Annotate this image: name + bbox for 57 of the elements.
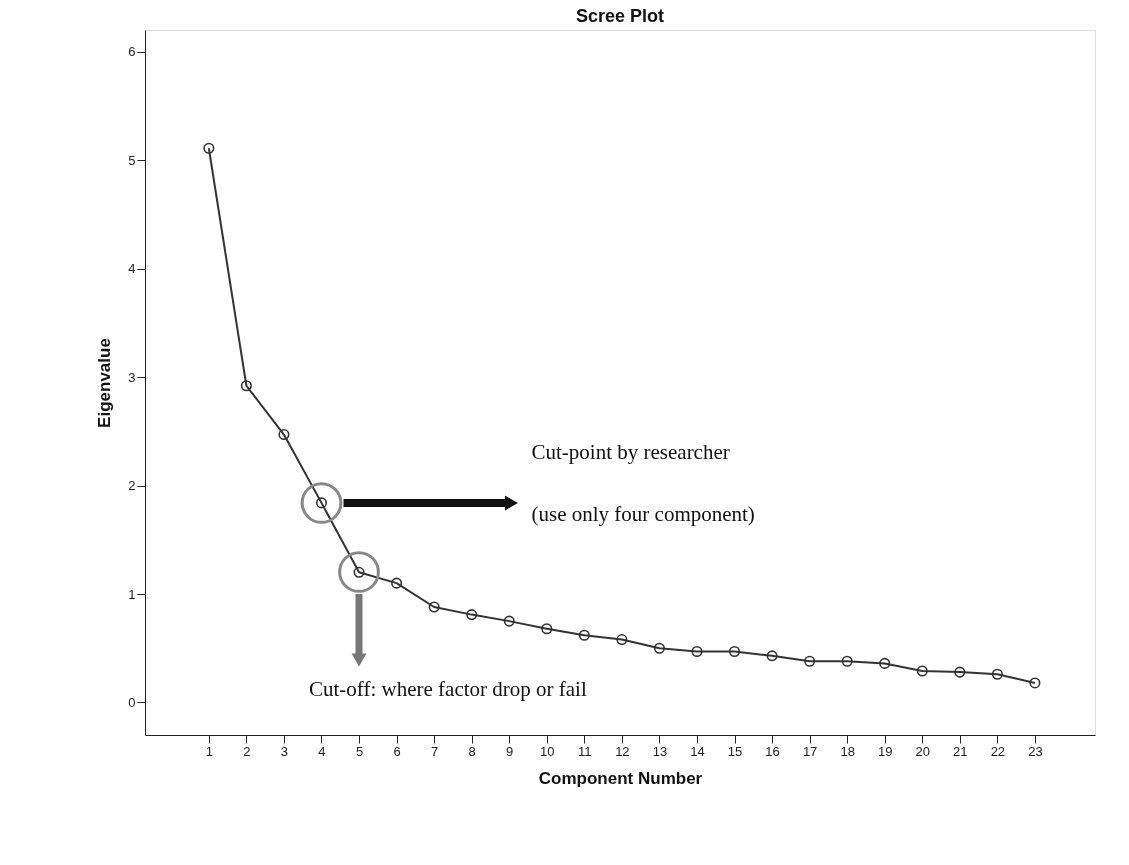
- x-tick-label: 22: [990, 743, 1006, 759]
- y-axis-title: Eigenvalue: [95, 338, 115, 428]
- annotation: Cut-point by researcher: [531, 440, 730, 464]
- y-tick-label: 6: [128, 44, 136, 60]
- x-tick-label: 21: [953, 743, 968, 759]
- point: [203, 142, 215, 154]
- x-tick-label: 11: [578, 743, 592, 759]
- x-tick-label: 10: [540, 743, 555, 759]
- chart-title: Scree Plot: [575, 6, 665, 26]
- x-tick-label: 12: [615, 743, 630, 759]
- point: [804, 655, 816, 667]
- point: [841, 655, 853, 667]
- point: [728, 645, 741, 658]
- x-tick-label: 17: [802, 743, 818, 759]
- point: [278, 429, 290, 441]
- point: [466, 609, 478, 621]
- x-tick-label: 20: [915, 743, 931, 759]
- x-tick-label: 23: [1028, 743, 1043, 759]
- y-tick-label: 0: [128, 694, 136, 710]
- point: [991, 668, 1003, 680]
- x-tick-label: 5: [355, 743, 364, 759]
- annotation: (use only four component): [531, 502, 755, 526]
- y-tick-label: 3: [128, 369, 136, 385]
- x-tick-label: 9: [506, 743, 514, 759]
- point: [954, 666, 966, 678]
- point: [240, 380, 252, 392]
- x-tick-label: 2: [243, 743, 251, 759]
- x-tick-label: 18: [840, 743, 855, 759]
- annotation: Cut-off: where factor drop or fail: [309, 677, 587, 701]
- x-tick-label: 19: [877, 743, 893, 759]
- y-tick-label: 2: [128, 478, 136, 494]
- point: [691, 645, 703, 658]
- x-tick-label: 1: [205, 743, 213, 759]
- point: [766, 650, 778, 662]
- x-axis-title: Component Number: [538, 768, 703, 788]
- x-tick-label: 7: [431, 743, 439, 759]
- point: [391, 577, 403, 589]
- point: [541, 623, 553, 635]
- x-tick-label: 14: [690, 743, 705, 759]
- y-tick-label: 1: [128, 586, 136, 602]
- point: [578, 629, 590, 641]
- x-tick-label: 6: [393, 743, 401, 759]
- x-tick-label: 4: [318, 743, 326, 759]
- x-tick-label: 16: [765, 743, 780, 759]
- point: [916, 665, 928, 677]
- point: [879, 657, 891, 669]
- point: [428, 601, 440, 613]
- y-tick-label: 5: [128, 152, 136, 168]
- point: [503, 615, 515, 627]
- point: [653, 642, 665, 654]
- point: [616, 634, 628, 646]
- y-tick-label: 4: [128, 261, 136, 277]
- x-tick-label: 13: [652, 743, 668, 759]
- x-tick-label: 15: [727, 743, 743, 759]
- x-tick-label: 3: [280, 743, 289, 759]
- point: [1029, 677, 1041, 689]
- x-tick-label: 8: [468, 743, 476, 759]
